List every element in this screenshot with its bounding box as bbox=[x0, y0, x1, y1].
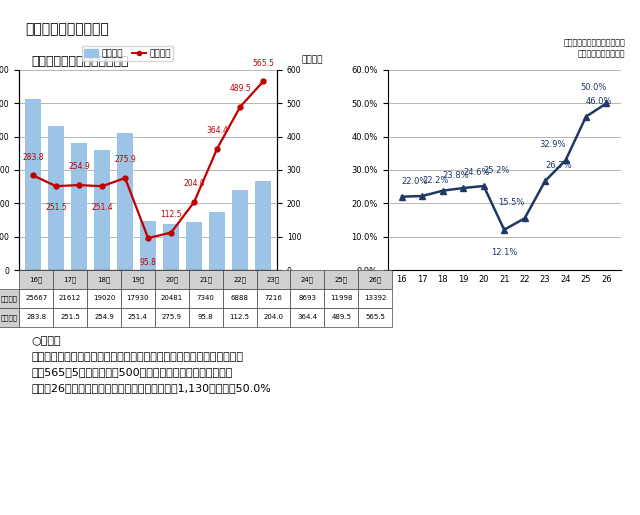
Bar bbox=[25, 99, 41, 270]
Text: 112.5: 112.5 bbox=[161, 210, 182, 219]
Text: 22.2%: 22.2% bbox=[422, 176, 449, 185]
Text: １　特殊詐欺全体関係: １ 特殊詐欺全体関係 bbox=[25, 22, 109, 36]
Bar bbox=[255, 181, 271, 270]
Text: 46.0%: 46.0% bbox=[586, 96, 612, 106]
Bar bbox=[117, 133, 133, 270]
Bar bbox=[48, 126, 64, 270]
Text: 23.8%: 23.8% bbox=[443, 170, 469, 180]
Bar bbox=[186, 222, 202, 270]
Text: 275.9: 275.9 bbox=[114, 155, 136, 164]
Text: 24.6%: 24.6% bbox=[463, 168, 490, 177]
Bar bbox=[209, 212, 225, 270]
Text: 254.9: 254.9 bbox=[68, 162, 90, 171]
Text: 364.4: 364.4 bbox=[206, 126, 228, 134]
Bar bbox=[140, 221, 156, 270]
Text: 25.2%: 25.2% bbox=[484, 166, 510, 175]
Text: ○　特徴
　・　認知件数、被害額ともに前年を大幅に上回り、特に、被害額は、
　　565．5億円と初めて500億円を超え、過去最悪を更新。
　・　26年における全: ○ 特徴 ・ 認知件数、被害額ともに前年を大幅に上回り、特に、被害額は、 565… bbox=[31, 336, 271, 393]
Text: （億円）: （億円） bbox=[302, 55, 323, 64]
Text: ＊  平成２１年以前の数値には直近の改定による修正値が含まれている。: ＊ 平成２１年以前の数値には直近の改定による修正値が含まれている。 bbox=[19, 310, 143, 316]
Text: 251.4: 251.4 bbox=[92, 203, 113, 212]
Text: 565.5: 565.5 bbox=[252, 59, 274, 67]
Bar bbox=[94, 150, 110, 270]
Text: 283.8: 283.8 bbox=[22, 152, 44, 162]
Text: 204.0: 204.0 bbox=[183, 179, 205, 188]
Legend: 認知件数, 被害総額: 認知件数, 被害総額 bbox=[82, 46, 173, 61]
Bar bbox=[232, 190, 248, 270]
Text: 489.5: 489.5 bbox=[229, 84, 251, 93]
Text: 95.8: 95.8 bbox=[140, 258, 157, 267]
Bar bbox=[71, 143, 87, 270]
Text: （１）　特殊詐欺の認知状況: （１） 特殊詐欺の認知状況 bbox=[31, 55, 129, 68]
Text: 15.5%: 15.5% bbox=[499, 198, 525, 207]
Bar bbox=[163, 224, 179, 270]
Text: 財産犯の現金被害額における
特殊詐欺被害額の割合: 財産犯の現金被害額における 特殊詐欺被害額の割合 bbox=[564, 38, 625, 59]
Text: 251.5: 251.5 bbox=[45, 203, 67, 212]
Text: 22.0%: 22.0% bbox=[402, 177, 428, 185]
Text: 50.0%: 50.0% bbox=[580, 83, 607, 92]
Text: 26.7%: 26.7% bbox=[545, 161, 572, 170]
Text: 32.9%: 32.9% bbox=[539, 140, 566, 149]
Text: 12.1%: 12.1% bbox=[491, 248, 517, 257]
